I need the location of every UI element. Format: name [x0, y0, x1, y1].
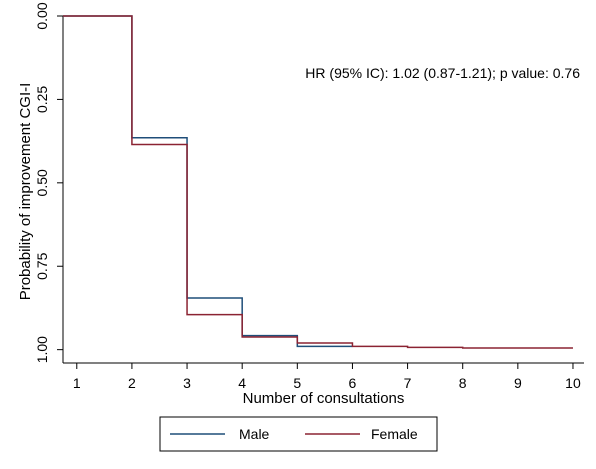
- x-tick-label: 9: [514, 375, 522, 391]
- y-tick-label: 0.00: [34, 2, 50, 29]
- x-tick-label: 2: [128, 375, 136, 391]
- hr-annotation: HR (95% IC): 1.02 (0.87-1.21); p value: …: [305, 65, 580, 81]
- y-axis-title: Probability of improvement CGI-I: [17, 83, 34, 301]
- y-tick-label: 1.00: [34, 336, 50, 363]
- legend-label-female: Female: [371, 426, 418, 442]
- y-axis-ticks: 0.00 0.25 0.50 0.75 1.00: [34, 2, 63, 363]
- series-lines: [63, 15, 573, 349]
- x-tick-label: 4: [238, 375, 246, 391]
- x-tick-label: 7: [404, 375, 412, 391]
- plot-axes: [62, 16, 584, 364]
- x-tick-label: 6: [349, 375, 357, 391]
- series-line-female: [63, 15, 573, 349]
- x-tick-label: 5: [293, 375, 301, 391]
- y-tick-label: 0.75: [34, 252, 50, 279]
- x-tick-label: 10: [565, 375, 581, 391]
- x-axis-title: Number of consultations: [243, 390, 405, 407]
- y-tick-label: 0.50: [34, 169, 50, 196]
- x-tick-label: 8: [459, 375, 467, 391]
- legend: Male Female: [159, 416, 438, 452]
- x-axis-ticks: 1 2 3 4 5 6 7 8 9 10: [73, 363, 581, 391]
- legend-label-male: Male: [239, 426, 270, 442]
- x-tick-label: 1: [73, 375, 81, 391]
- y-tick-label: 0.25: [34, 86, 50, 113]
- x-tick-label: 3: [183, 375, 191, 391]
